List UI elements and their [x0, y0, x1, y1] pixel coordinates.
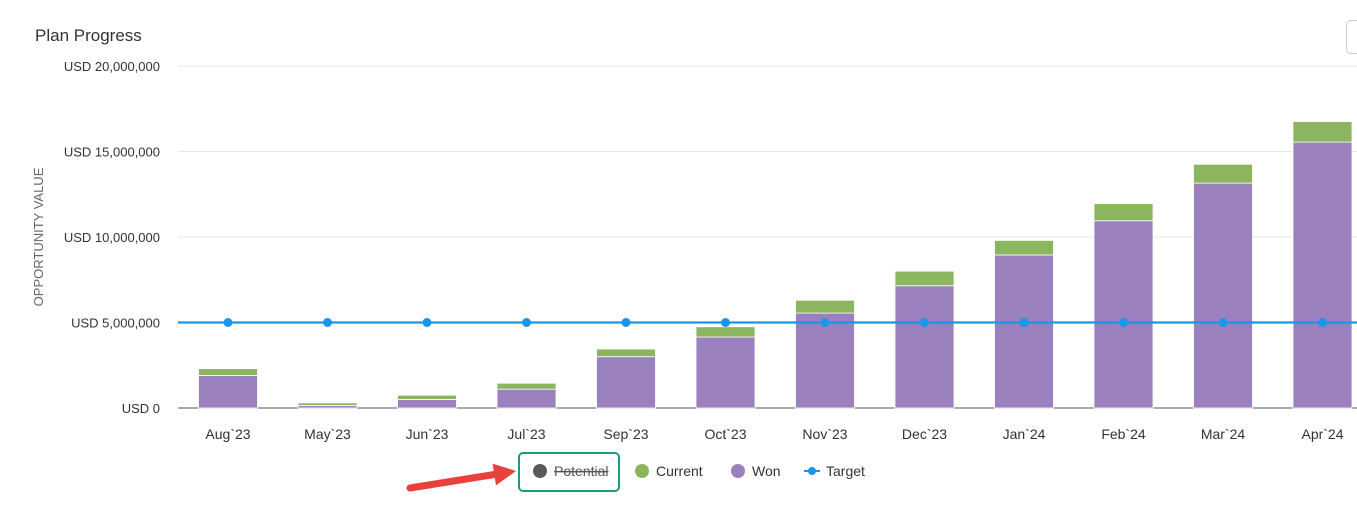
- chart-menu-button[interactable]: [1346, 20, 1357, 54]
- legend-marker-potential: [533, 464, 547, 478]
- x-tick-label: Feb`24: [1101, 426, 1146, 442]
- bar-won: [1292, 141, 1353, 409]
- x-tick-label: Mar`24: [1201, 426, 1246, 442]
- arrow-shaft: [406, 470, 498, 492]
- y-axis-ticks: USD 0 USD 5,000,000 USD 10,000,000 USD 15,0…: [64, 59, 160, 416]
- bar-won: [1093, 220, 1154, 409]
- y-axis-label: OPPORTUNITY VALUE: [31, 167, 46, 306]
- target-point: [820, 318, 830, 327]
- bar-won: [198, 375, 258, 409]
- bar-current: [994, 240, 1054, 256]
- bar-won: [795, 312, 855, 409]
- bar-won: [695, 336, 756, 409]
- x-tick-label: Apr`24: [1301, 426, 1343, 442]
- legend-marker-won: [731, 464, 745, 478]
- arrow-head: [492, 463, 516, 486]
- bar-current: [1193, 163, 1253, 184]
- target-point: [223, 318, 233, 327]
- legend-label-current[interactable]: Current: [656, 463, 703, 479]
- target-series: [178, 318, 1357, 327]
- x-tick-label: Aug`23: [205, 426, 250, 442]
- bar-won: [994, 254, 1054, 409]
- target-point: [323, 318, 332, 327]
- bar-current: [894, 270, 955, 287]
- legend-marker-current: [635, 464, 649, 478]
- bar-current: [596, 348, 656, 358]
- bar-current: [795, 299, 855, 314]
- legend-label-potential[interactable]: Potential: [554, 463, 608, 479]
- target-point: [621, 318, 631, 327]
- x-tick-label: Jul`23: [507, 426, 545, 442]
- y-tick-label: USD 10,000,000: [64, 230, 160, 245]
- bar-current: [198, 368, 258, 376]
- legend-highlight-box: [518, 452, 620, 492]
- x-tick-label: Dec`23: [902, 426, 947, 442]
- target-point: [920, 318, 929, 327]
- x-tick-label: Jan`24: [1003, 426, 1046, 442]
- y-tick-label: USD 5,000,000: [71, 316, 160, 331]
- target-point: [1318, 318, 1327, 327]
- annotation-arrow: [406, 463, 516, 492]
- target-point: [422, 318, 432, 327]
- x-tick-label: Nov`23: [802, 426, 847, 442]
- x-axis-ticks: Aug`23 May`23 Jun`23 Jul`23 Sep`23 Oct`23 Nov`…: [205, 426, 1343, 442]
- bar-current: [397, 394, 457, 400]
- y-tick-label: USD 20,000,000: [64, 59, 160, 74]
- x-tick-label: Sep`23: [603, 426, 648, 442]
- bar-won: [496, 388, 557, 409]
- y-tick-label: USD 0: [122, 401, 160, 416]
- legend-label-target[interactable]: Target: [826, 463, 865, 479]
- legend-label-won[interactable]: Won: [752, 463, 781, 479]
- bar-current: [695, 326, 756, 338]
- legend-marker-dot-target: [808, 467, 816, 475]
- bar-current: [1292, 121, 1353, 143]
- bar-current: [1093, 203, 1154, 222]
- x-tick-label: Jun`23: [406, 426, 449, 442]
- chart-title: Plan Progress: [35, 26, 142, 45]
- target-point: [522, 318, 531, 327]
- bar-current: [496, 382, 557, 390]
- grid-lines: [178, 65, 1357, 409]
- target-point: [1019, 318, 1029, 327]
- x-tick-label: Oct`23: [704, 426, 746, 442]
- x-tick-label: May`23: [304, 426, 351, 442]
- target-point: [721, 318, 730, 327]
- target-point: [1218, 318, 1228, 327]
- bar-won: [397, 399, 457, 409]
- bar-won: [1193, 182, 1253, 409]
- bar-current: [297, 402, 358, 406]
- bars: [198, 121, 1353, 409]
- bar-won: [596, 356, 656, 409]
- legend: Potential Current Won Target: [533, 463, 865, 479]
- y-tick-label: USD 15,000,000: [64, 145, 160, 160]
- bar-won: [894, 285, 955, 409]
- target-point: [1119, 318, 1128, 327]
